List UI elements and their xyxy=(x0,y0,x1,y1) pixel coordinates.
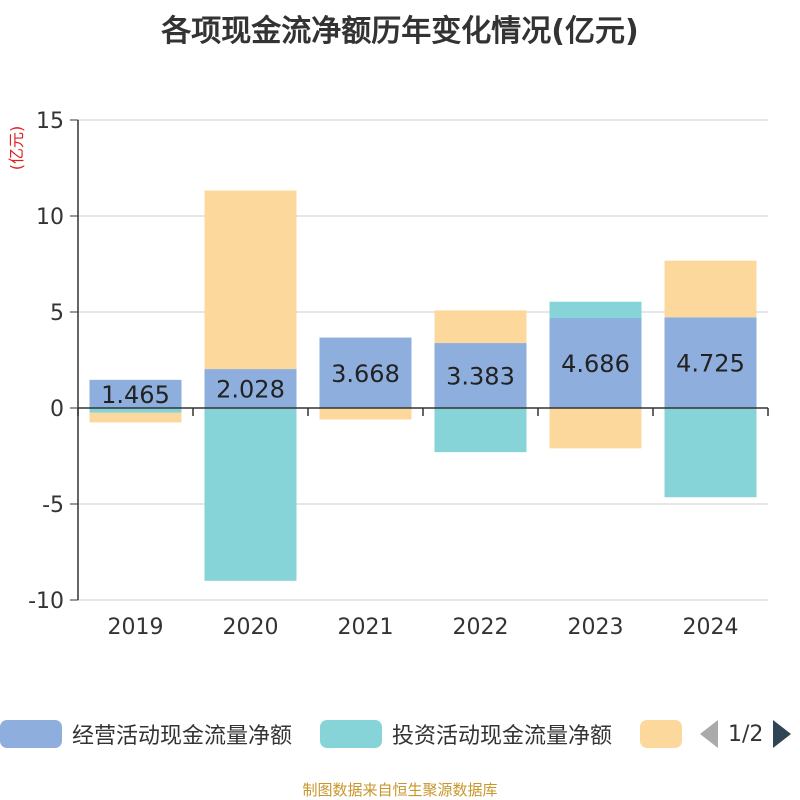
bar-series0-2021[interactable] xyxy=(319,337,412,408)
x-tick-label-2019: 2019 xyxy=(108,615,164,640)
bar-series2-2021[interactable] xyxy=(319,408,412,420)
prev-page-icon[interactable] xyxy=(700,720,718,748)
legend-label-operating: 经营活动现金流量净额 xyxy=(72,724,293,749)
x-tick-label-2024: 2024 xyxy=(683,615,739,640)
legend-item-investing[interactable]: 投资活动现金流量净额 xyxy=(320,716,612,752)
data-label-2023: 4.686 xyxy=(561,350,630,378)
source-note: 制图数据来自恒生聚源数据库 xyxy=(302,781,498,799)
bar-series2-2024[interactable] xyxy=(664,260,757,318)
legend-page-indicator: 1/2 xyxy=(728,721,764,747)
x-tick-label-2021: 2021 xyxy=(338,615,394,640)
bar-series0-2022[interactable] xyxy=(434,343,527,408)
bar-series2-2023[interactable] xyxy=(549,408,642,449)
y-tick-label: 10 xyxy=(36,205,64,230)
data-label-2022: 3.383 xyxy=(446,363,515,391)
x-tick-label-2020: 2020 xyxy=(223,615,279,640)
bar-chart: -10 -5 0 5 10 15 1.465 2.028 3.668 3.383 4.686 4.72… xyxy=(7,109,769,640)
legend-item-financing[interactable] xyxy=(640,716,682,752)
bar-series1-2022[interactable] xyxy=(434,408,527,453)
x-tick-label-2023: 2023 xyxy=(568,615,624,640)
legend: 经营活动现金流量净额 投资活动现金流量净额 1/2 xyxy=(0,716,800,756)
y-tick-label: -10 xyxy=(28,589,64,614)
data-label-2019: 1.465 xyxy=(101,381,170,409)
legend-item-operating[interactable]: 经营活动现金流量净额 xyxy=(0,716,292,752)
bar-series2-2020[interactable] xyxy=(204,190,297,370)
bar-series1-2019[interactable] xyxy=(89,408,182,413)
y-tick-label: -5 xyxy=(42,493,64,518)
next-page-icon[interactable] xyxy=(773,720,792,748)
data-label-2020: 2.028 xyxy=(216,376,285,404)
x-tick-label-2022: 2022 xyxy=(453,615,509,640)
y-tick-label: 5 xyxy=(50,301,64,326)
y-tick-label: 0 xyxy=(50,397,64,422)
bar-series0-2020[interactable] xyxy=(204,369,297,408)
y-axis-label: (亿元) xyxy=(7,126,26,171)
chart-title: 各项现金流净额历年变化情况(亿元) xyxy=(161,14,639,49)
bar-series0-2019[interactable] xyxy=(89,379,182,408)
bar-series2-2019[interactable] xyxy=(89,412,182,423)
bar-series1-2024[interactable] xyxy=(664,408,757,498)
y-tick-label: 15 xyxy=(36,109,64,134)
legend-label-investing: 投资活动现金流量净额 xyxy=(392,724,613,749)
legend-swatch-investing xyxy=(320,720,382,748)
data-label-2021: 3.668 xyxy=(331,360,400,388)
bar-series2-2022[interactable] xyxy=(434,310,527,344)
legend-pager: 1/2 xyxy=(700,720,792,748)
bar-series1-2020[interactable] xyxy=(204,408,297,581)
legend-swatch-financing xyxy=(640,720,682,748)
legend-swatch-operating xyxy=(0,720,62,748)
data-label-2024: 4.725 xyxy=(676,350,745,378)
bar-series0-2023[interactable] xyxy=(549,318,642,408)
bar-series0-2024[interactable] xyxy=(664,317,757,408)
bar-series1-2023[interactable] xyxy=(549,301,642,319)
